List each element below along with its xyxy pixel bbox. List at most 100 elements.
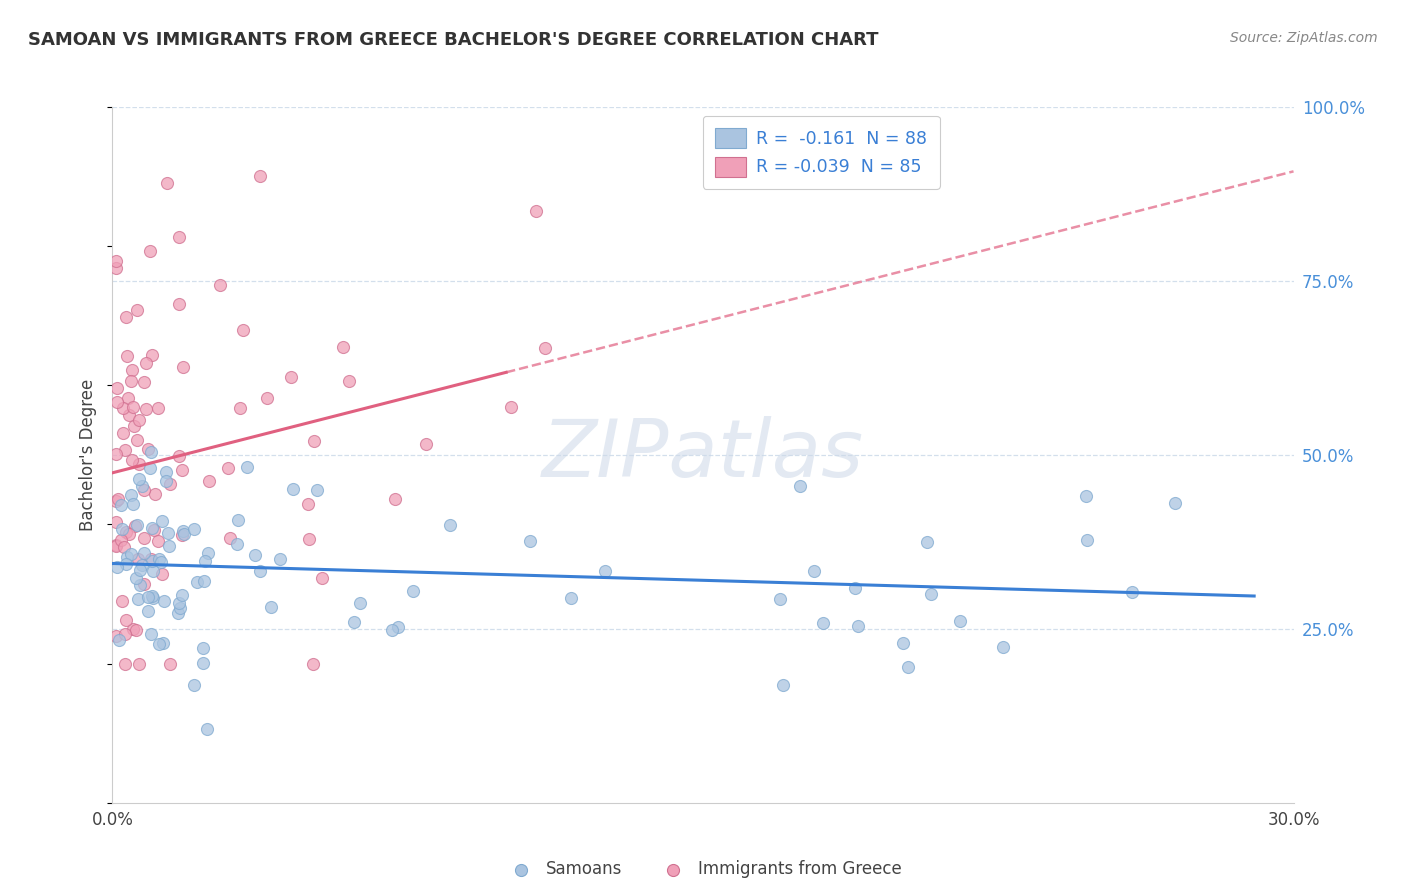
Point [142,524,165,538]
Point [117,391,139,405]
Point [897,659,920,673]
Point [150,567,173,582]
Point [183,678,205,692]
Point [117,408,139,422]
Point [114,657,136,671]
Point [120,487,142,501]
Point [142,591,165,605]
Point [115,349,138,363]
Point [120,374,142,388]
Point [789,479,811,493]
Point [891,636,914,650]
Point [209,278,232,293]
Point [115,524,138,539]
Point [235,459,257,474]
Point [311,571,333,585]
Point [186,574,208,589]
Point [305,483,328,498]
Point [949,615,972,629]
Point [111,401,134,415]
Point [156,176,179,190]
Point [105,539,128,553]
Legend: Samoans, Immigrants from Greece: Samoans, Immigrants from Greece [498,854,908,885]
Point [769,592,792,607]
Point [136,591,159,605]
Point [108,632,131,647]
Point [155,465,177,479]
Point [138,604,160,618]
Point [332,340,354,354]
Point [232,323,254,337]
Point [991,640,1014,654]
Point [803,564,825,578]
Point [115,549,138,564]
Point [153,594,176,608]
Point [155,474,177,488]
Text: SAMOAN VS IMMIGRANTS FROM GREECE BACHELOR'S DEGREE CORRELATION CHART: SAMOAN VS IMMIGRANTS FROM GREECE BACHELO… [28,31,879,49]
Point [141,554,163,568]
Point [127,592,149,607]
Point [128,472,150,486]
Point [107,381,129,395]
Point [132,483,155,497]
Point [249,169,271,183]
Point [170,528,193,542]
Point [141,521,163,535]
Point [349,596,371,610]
Point [145,486,167,500]
Point [128,457,150,471]
Point [381,623,404,637]
Point [141,445,163,459]
Point [218,531,240,545]
Point [439,517,461,532]
Point [524,203,547,218]
Point [132,576,155,591]
Point [297,532,319,546]
Point [132,375,155,389]
Point [159,477,181,491]
Point [146,401,169,415]
Point [194,554,217,568]
Point [121,400,143,414]
Point [533,341,555,355]
Point [149,555,172,569]
Point [501,401,523,415]
Point [131,479,153,493]
Point [167,607,190,621]
Point [110,533,132,547]
Point [920,586,942,600]
Point [107,491,129,506]
Point [105,629,128,643]
Point [281,482,304,496]
Point [217,460,239,475]
Point [304,434,326,448]
Point [167,297,190,311]
Point [125,571,148,585]
Point [560,591,582,606]
Point [128,413,150,427]
Point [111,594,134,608]
Point [114,627,136,641]
Point [105,516,128,530]
Point [115,557,138,571]
Point [169,600,191,615]
Point [249,564,271,578]
Point [128,578,150,592]
Point [117,526,139,541]
Point [110,522,132,536]
Point [105,447,128,461]
Point [114,442,136,457]
Point [384,491,406,506]
Point [415,437,437,451]
Point [193,574,215,588]
Point [343,615,366,630]
Text: Source: ZipAtlas.com: Source: ZipAtlas.com [1230,31,1378,45]
Point [129,563,152,577]
Point [105,493,128,508]
Point [169,230,191,244]
Point [146,534,169,549]
Point [337,374,360,388]
Point [124,518,146,533]
Point [139,461,162,475]
Point [128,657,150,671]
